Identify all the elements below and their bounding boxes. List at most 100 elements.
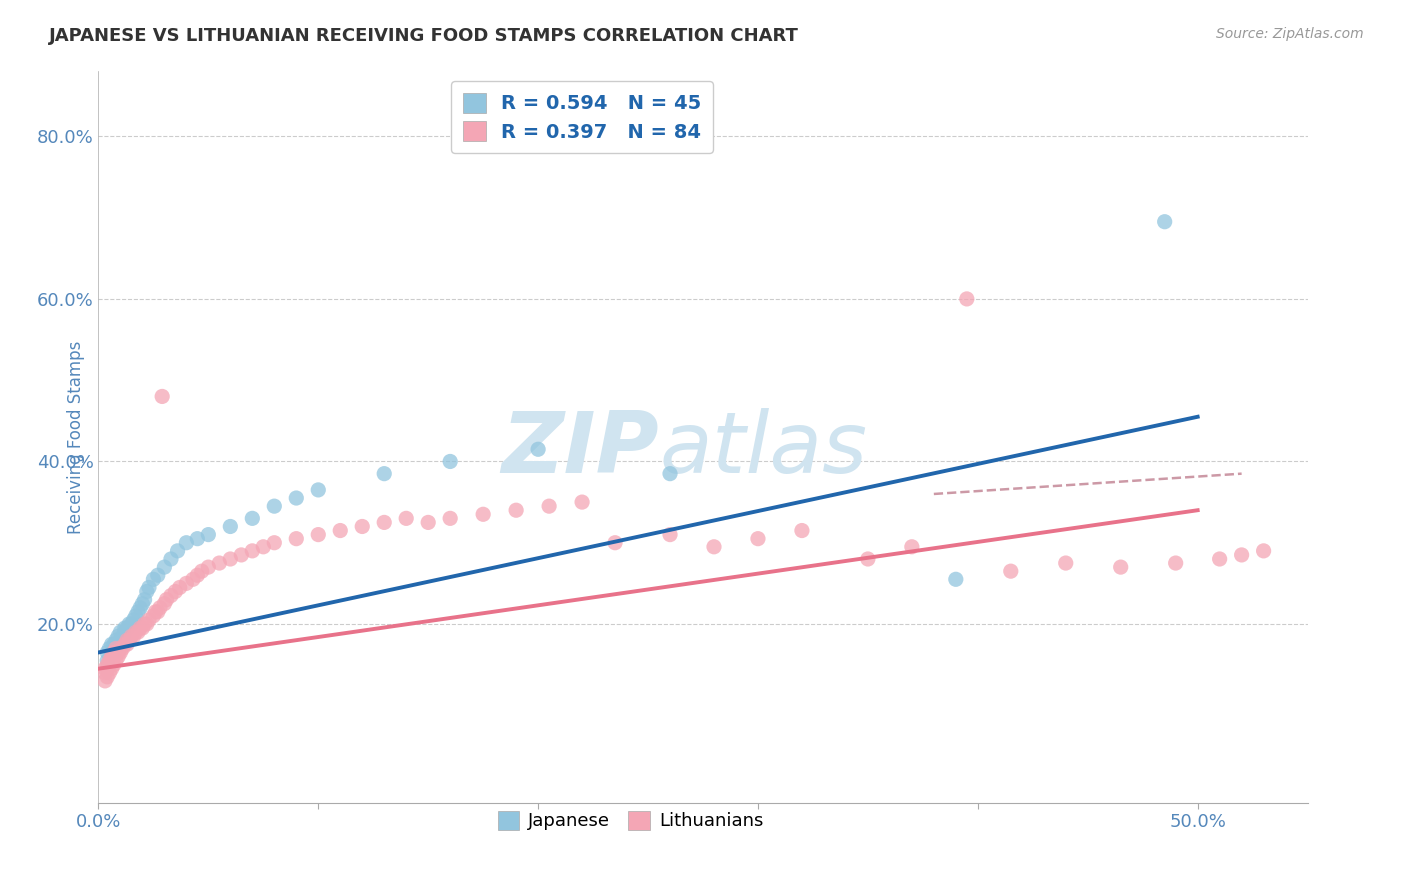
Point (176, 576, 198, 591)
Point (129, 621, 152, 635)
Point (240, 511, 263, 525)
Point (373, 516, 395, 530)
Point (659, 527, 682, 541)
Point (110, 633, 132, 648)
Point (125, 608, 148, 623)
Text: atlas: atlas (659, 408, 868, 491)
Point (107, 645, 129, 659)
Point (115, 621, 138, 635)
Point (110, 641, 132, 656)
Point (131, 597, 153, 611)
Point (181, 572, 204, 586)
Point (208, 556, 231, 570)
Point (153, 597, 176, 611)
Point (169, 581, 191, 595)
Point (98, 657, 121, 672)
Point (956, 292, 979, 306)
Point (538, 499, 561, 513)
Point (110, 645, 132, 659)
Point (96, 662, 118, 676)
Point (252, 540, 274, 554)
Point (105, 633, 128, 648)
Point (122, 629, 145, 643)
Point (1054, 556, 1077, 570)
Point (107, 629, 129, 643)
Point (263, 499, 285, 513)
Point (659, 467, 682, 481)
Point (96, 657, 118, 672)
Point (160, 552, 183, 566)
Point (150, 389, 173, 403)
Point (138, 581, 160, 595)
Point (790, 524, 813, 538)
Point (122, 613, 145, 627)
Point (114, 621, 136, 635)
Point (107, 637, 129, 651)
Point (527, 442, 550, 457)
Point (285, 491, 308, 505)
Point (219, 552, 242, 566)
Point (307, 483, 329, 497)
Point (603, 535, 626, 549)
Point (98, 665, 121, 680)
Point (127, 605, 149, 619)
Point (103, 649, 125, 664)
Point (135, 584, 157, 599)
Point (146, 605, 169, 619)
Point (1208, 552, 1230, 566)
Point (149, 600, 172, 615)
Point (100, 649, 122, 664)
Point (94, 665, 117, 680)
Point (96, 670, 118, 684)
Point (105, 645, 128, 659)
Point (747, 532, 769, 546)
Point (418, 516, 440, 530)
Point (153, 560, 176, 574)
Point (240, 544, 263, 558)
Point (98, 641, 121, 656)
Point (307, 527, 329, 541)
Point (186, 568, 208, 582)
Point (103, 637, 125, 651)
Point (103, 645, 125, 659)
Point (231, 548, 253, 562)
Point (472, 508, 495, 522)
Point (111, 641, 134, 656)
Point (146, 568, 169, 582)
Point (901, 540, 924, 554)
Point (114, 637, 136, 651)
Point (856, 552, 879, 566)
Text: Source: ZipAtlas.com: Source: ZipAtlas.com (1216, 27, 1364, 41)
Point (190, 564, 212, 578)
Point (105, 641, 128, 656)
Point (96, 654, 118, 668)
Point (142, 608, 165, 623)
Point (439, 511, 461, 525)
Point (103, 645, 125, 659)
Point (571, 495, 593, 509)
Point (1253, 544, 1275, 558)
Point (118, 617, 141, 632)
Point (352, 519, 374, 533)
Point (110, 625, 132, 640)
Point (111, 629, 134, 643)
Point (155, 592, 177, 607)
Point (94, 662, 117, 676)
Point (138, 613, 160, 627)
Point (98, 654, 121, 668)
Point (134, 592, 156, 607)
Point (103, 657, 125, 672)
Point (197, 560, 219, 574)
Point (945, 572, 967, 586)
Point (1000, 564, 1022, 578)
Point (118, 633, 141, 648)
Point (1164, 556, 1187, 570)
Point (395, 511, 418, 525)
Point (94, 673, 117, 688)
Point (1109, 560, 1132, 574)
Point (107, 649, 129, 664)
Point (100, 637, 122, 651)
Point (1153, 215, 1175, 229)
Point (186, 532, 208, 546)
Point (197, 527, 219, 541)
